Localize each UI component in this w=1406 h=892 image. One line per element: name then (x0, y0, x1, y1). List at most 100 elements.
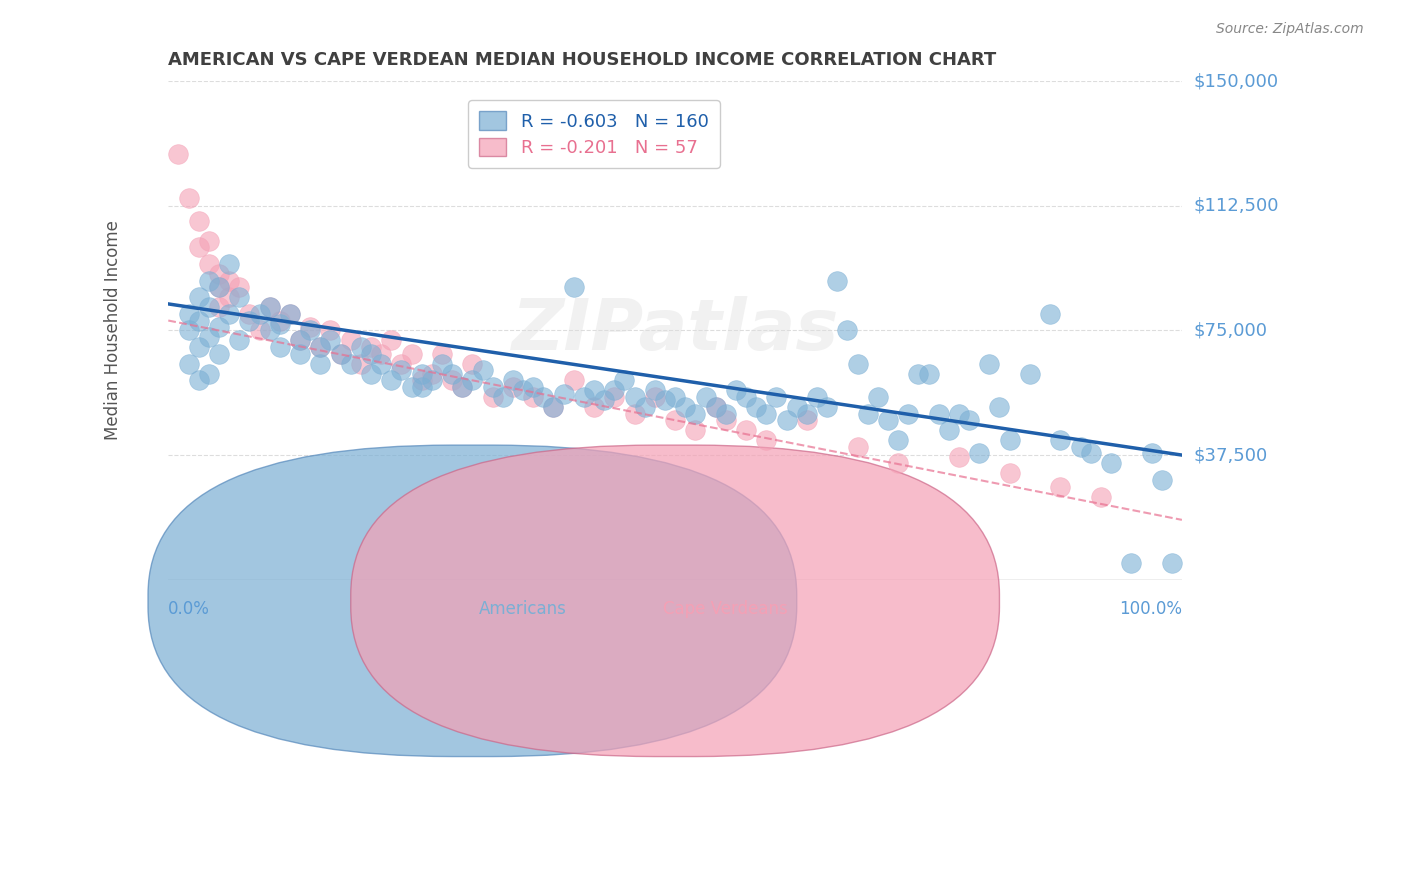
Point (259, 324, 281, 338)
Point (481, 380, 503, 394)
Point (1039, 307, 1062, 321)
Point (948, 407, 970, 421)
Point (269, 317, 291, 331)
Point (420, 373, 443, 387)
Text: Cape Verdeans: Cape Verdeans (664, 599, 789, 617)
Point (187, 240, 209, 254)
Point (572, 390, 595, 404)
Point (623, 390, 645, 404)
Point (815, 400, 838, 414)
Point (430, 347, 453, 361)
Point (269, 340, 291, 354)
Point (481, 390, 503, 404)
Point (278, 307, 301, 321)
Point (208, 280, 231, 294)
Point (177, 191, 200, 205)
Point (1150, 473, 1173, 487)
Point (288, 334, 311, 348)
Point (350, 340, 373, 354)
Point (806, 390, 828, 404)
Point (198, 234, 221, 248)
Point (177, 357, 200, 371)
Text: 100.0%: 100.0% (1119, 599, 1182, 617)
Point (401, 347, 423, 361)
FancyBboxPatch shape (148, 445, 797, 756)
Point (198, 257, 221, 271)
Point (837, 324, 859, 338)
Point (673, 400, 696, 414)
Point (187, 290, 209, 304)
Point (967, 446, 990, 460)
Text: $37,500: $37,500 (1194, 446, 1267, 464)
Point (502, 373, 524, 387)
Point (634, 400, 657, 414)
Point (1160, 556, 1182, 570)
Point (238, 313, 260, 327)
Text: Americans: Americans (479, 599, 567, 617)
Point (228, 290, 250, 304)
Point (451, 380, 474, 394)
Point (259, 300, 281, 314)
Point (319, 324, 342, 338)
Point (998, 433, 1021, 447)
Point (695, 390, 717, 404)
Point (319, 334, 342, 348)
Point (259, 300, 281, 314)
FancyBboxPatch shape (350, 445, 1000, 756)
Point (208, 320, 231, 334)
Point (775, 413, 797, 427)
Point (380, 334, 402, 348)
Point (755, 433, 778, 447)
Point (218, 290, 240, 304)
Text: $112,500: $112,500 (1194, 197, 1278, 215)
Text: Source: ZipAtlas.com: Source: ZipAtlas.com (1216, 22, 1364, 37)
Text: AMERICAN VS CAPE VERDEAN MEDIAN HOUSEHOLD INCOME CORRELATION CHART: AMERICAN VS CAPE VERDEAN MEDIAN HOUSEHOL… (169, 51, 997, 69)
Point (1049, 433, 1071, 447)
Point (208, 267, 231, 281)
Point (877, 413, 900, 427)
Point (979, 357, 1001, 371)
Point (897, 407, 920, 421)
Point (502, 380, 524, 394)
Point (249, 307, 271, 321)
Point (1070, 440, 1092, 454)
Point (441, 367, 464, 381)
Text: ZIPatlas: ZIPatlas (512, 296, 839, 365)
Point (654, 393, 676, 408)
Point (451, 380, 474, 394)
Point (411, 367, 433, 381)
Point (928, 407, 950, 421)
Point (380, 373, 402, 387)
Point (887, 433, 910, 447)
Point (198, 274, 221, 288)
Point (603, 390, 626, 404)
Point (714, 407, 737, 421)
Point (238, 307, 260, 321)
Point (228, 280, 250, 294)
Point (339, 357, 361, 371)
Point (198, 367, 221, 381)
Point (644, 390, 666, 404)
Point (522, 380, 544, 394)
Point (360, 340, 382, 354)
Point (329, 347, 352, 361)
Point (856, 407, 879, 421)
Point (360, 367, 382, 381)
Point (278, 307, 301, 321)
Point (786, 400, 808, 414)
Point (724, 384, 747, 398)
Point (187, 214, 209, 228)
Point (288, 347, 311, 361)
Point (299, 324, 322, 338)
Point (430, 357, 453, 371)
Point (208, 347, 231, 361)
Text: 0.0%: 0.0% (169, 599, 209, 617)
Point (582, 384, 605, 398)
Point (329, 347, 352, 361)
Point (471, 363, 494, 377)
Point (796, 413, 818, 427)
Point (704, 400, 727, 414)
Point (543, 400, 565, 414)
Point (664, 413, 686, 427)
Text: $75,000: $75,000 (1194, 321, 1267, 340)
